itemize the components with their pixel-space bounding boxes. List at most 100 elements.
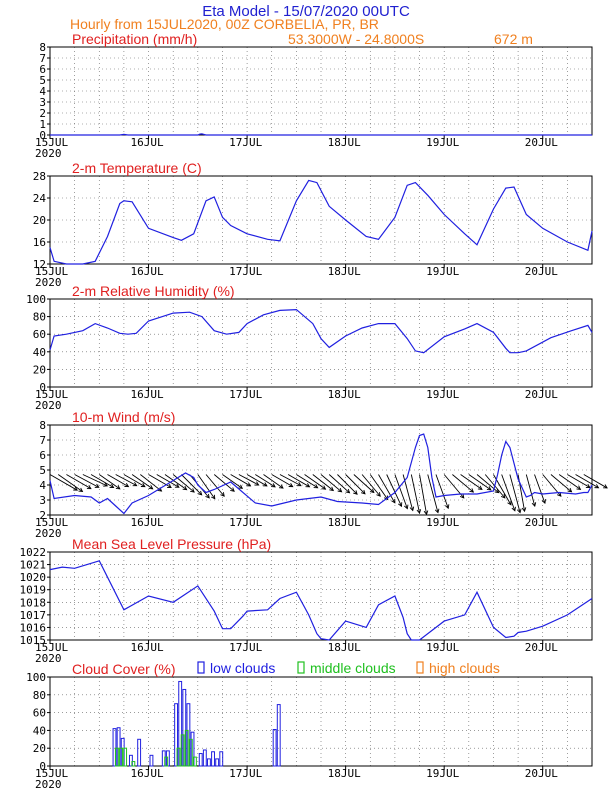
wind-arrow <box>263 474 284 489</box>
wind-arrow <box>394 474 408 509</box>
legend-label: low clouds <box>210 660 275 676</box>
y-tick-label: 1019 <box>20 584 47 597</box>
series-line <box>50 133 592 136</box>
y-tick-label: 5 <box>39 464 46 477</box>
wind-arrow-head <box>278 484 284 489</box>
wind-arrow-head <box>398 502 403 508</box>
wind-arrow <box>99 474 121 490</box>
wind-arrow-head <box>262 482 268 487</box>
cloud-bar <box>184 729 189 767</box>
wind-arrow-head <box>321 485 327 490</box>
wind-arrow-head <box>132 482 138 487</box>
x-tick-label: 16JUL <box>131 265 164 278</box>
y-tick-label: 3 <box>39 494 46 507</box>
wind-arrow <box>386 474 402 507</box>
y-tick-label: 4 <box>39 479 46 492</box>
cloud-bar <box>272 729 277 767</box>
wind-arrow <box>361 474 381 497</box>
y-tick-label: 0 <box>39 381 46 394</box>
wind-arrow-head <box>220 492 225 497</box>
x-tick-label: 17JUL <box>229 265 262 278</box>
wind-arrow <box>509 474 521 513</box>
wind-arrow <box>419 474 428 515</box>
wind-arrow-head <box>531 502 537 508</box>
wind-arrow-head <box>594 484 600 489</box>
wind-arrow-head <box>205 493 210 499</box>
chart-subtitle: Hourly from 15JUL2020, 00Z CORBELIA, PR,… <box>70 16 379 32</box>
cloud-bar <box>215 758 220 767</box>
wind-arrow-head <box>94 483 100 488</box>
wind-arrow-head <box>109 483 115 488</box>
x-tick-label: 19JUL <box>426 641 459 654</box>
wind-arrow <box>57 474 83 492</box>
wind-arrow-head <box>477 485 483 490</box>
wind-arrow <box>164 474 187 491</box>
wind-arrow-head <box>541 499 546 505</box>
x-tick-label: 18JUL <box>328 388 361 401</box>
cloud-bar <box>137 738 142 767</box>
series-line <box>49 179 593 265</box>
legend-label: middle clouds <box>310 660 396 676</box>
x-tick-label: 15JUL <box>35 767 68 780</box>
wind-arrow-head <box>288 482 294 488</box>
y-tick-label: 1 <box>39 118 46 131</box>
y-tick-label: 1021 <box>20 559 47 572</box>
x-tick-label: 16JUL <box>131 136 164 149</box>
x-tick-label: 20JUL <box>525 641 558 654</box>
wind-arrow <box>287 474 310 488</box>
cloud-bar <box>180 734 185 767</box>
wind-arrow <box>66 474 92 490</box>
wind-arrow-head <box>423 510 429 516</box>
wind-arrow-head <box>391 498 396 504</box>
wind-arrow-head <box>444 504 450 510</box>
wind-arrow-head <box>140 482 146 488</box>
y-tick-label: 20 <box>33 363 46 376</box>
wind-arrow <box>148 474 172 488</box>
wind-arrow <box>296 474 318 489</box>
wind-arrow <box>345 474 366 495</box>
wind-arrow-head <box>296 482 302 487</box>
wind-arrow-head <box>254 481 260 486</box>
x-tick-label: 20JUL <box>525 388 558 401</box>
cloud-bar <box>202 749 207 767</box>
y-tick-label: 20 <box>33 214 46 227</box>
wind-arrow-head <box>556 492 562 497</box>
x-tick-label: 18JUL <box>328 516 361 529</box>
wind-arrow <box>279 474 302 487</box>
wind-arrow-head <box>521 507 527 513</box>
wind-arrow-head <box>409 506 415 512</box>
wind-arrow-head <box>511 506 516 512</box>
wind-arrow-head <box>103 482 109 487</box>
cloud-bar <box>174 703 179 767</box>
series-line <box>49 560 593 641</box>
chart-title: Eta Model - 15/07/2020 00UTC <box>202 3 410 20</box>
wind-arrow-head <box>329 486 335 492</box>
x-tick-label: 17JUL <box>229 516 262 529</box>
wind-arrow-head <box>337 487 343 493</box>
wind-arrow <box>246 474 268 487</box>
x-tick-year: 2020 <box>35 147 62 160</box>
x-tick-label: 17JUL <box>229 641 262 654</box>
wind-arrow <box>468 474 492 491</box>
wind-arrow <box>476 474 499 494</box>
y-tick-label: 60 <box>33 707 46 720</box>
wind-arrow-head <box>383 495 389 501</box>
y-tick-label: 80 <box>33 311 46 324</box>
wind-arrow <box>271 474 293 487</box>
y-tick-label: 0 <box>39 760 46 773</box>
cloud-bar <box>131 761 136 767</box>
x-tick-label: 18JUL <box>328 641 361 654</box>
wind-arrow-head <box>78 487 84 493</box>
x-tick-label: 15JUL <box>35 641 68 654</box>
y-tick-label: 1017 <box>20 609 47 622</box>
wind-arrow-head <box>500 493 506 499</box>
panel-title: Precipitation (mm/h) <box>72 31 197 47</box>
y-tick-label: 1020 <box>20 571 47 584</box>
wind-arrow-head <box>305 483 311 488</box>
cloud-bar <box>188 738 193 767</box>
wind-arrow <box>82 474 108 487</box>
x-tick-label: 15JUL <box>35 388 68 401</box>
x-tick-year: 2020 <box>35 527 62 540</box>
x-tick-label: 20JUL <box>525 136 558 149</box>
